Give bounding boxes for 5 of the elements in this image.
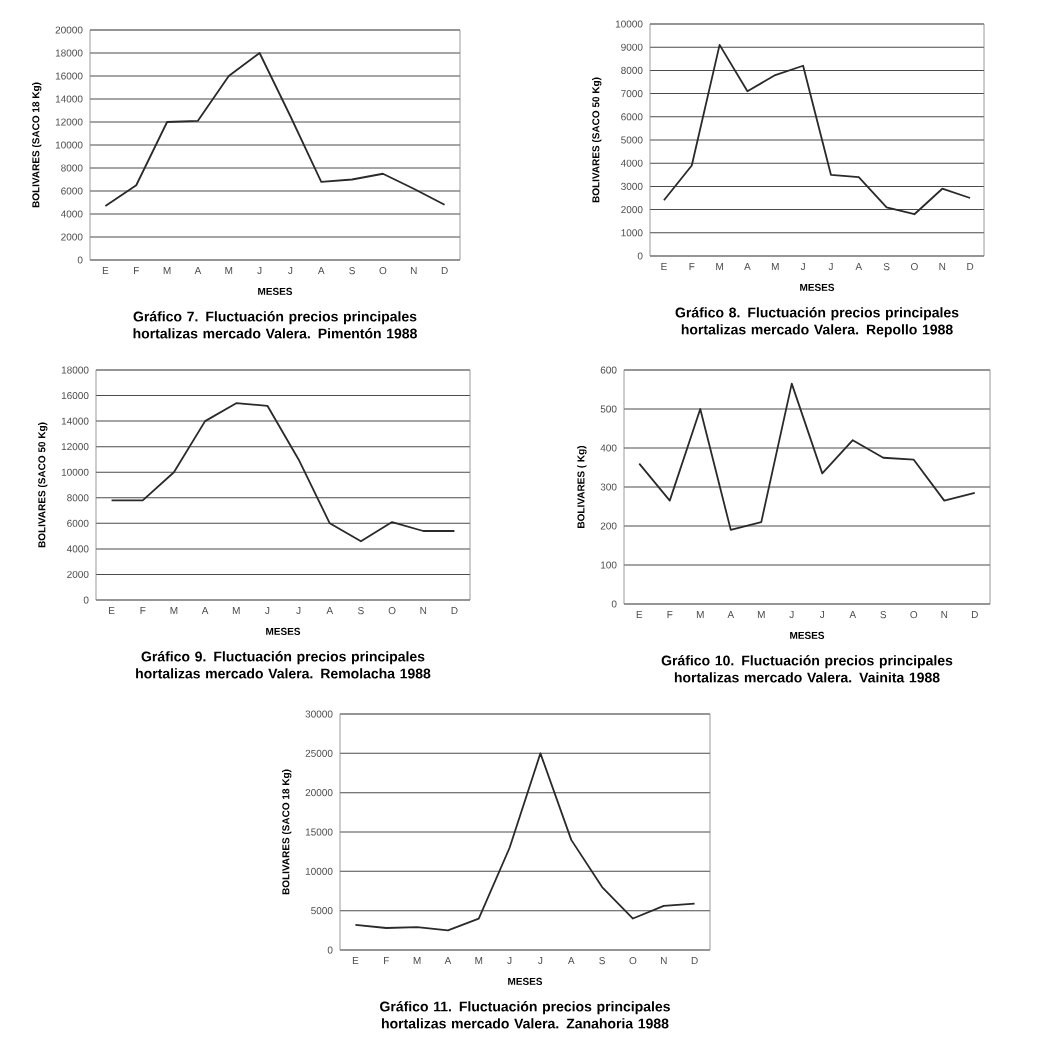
line-series — [638, 382, 976, 531]
line-series — [354, 752, 696, 932]
line-series — [110, 402, 456, 543]
line-series — [104, 52, 446, 207]
line-series — [663, 43, 971, 216]
